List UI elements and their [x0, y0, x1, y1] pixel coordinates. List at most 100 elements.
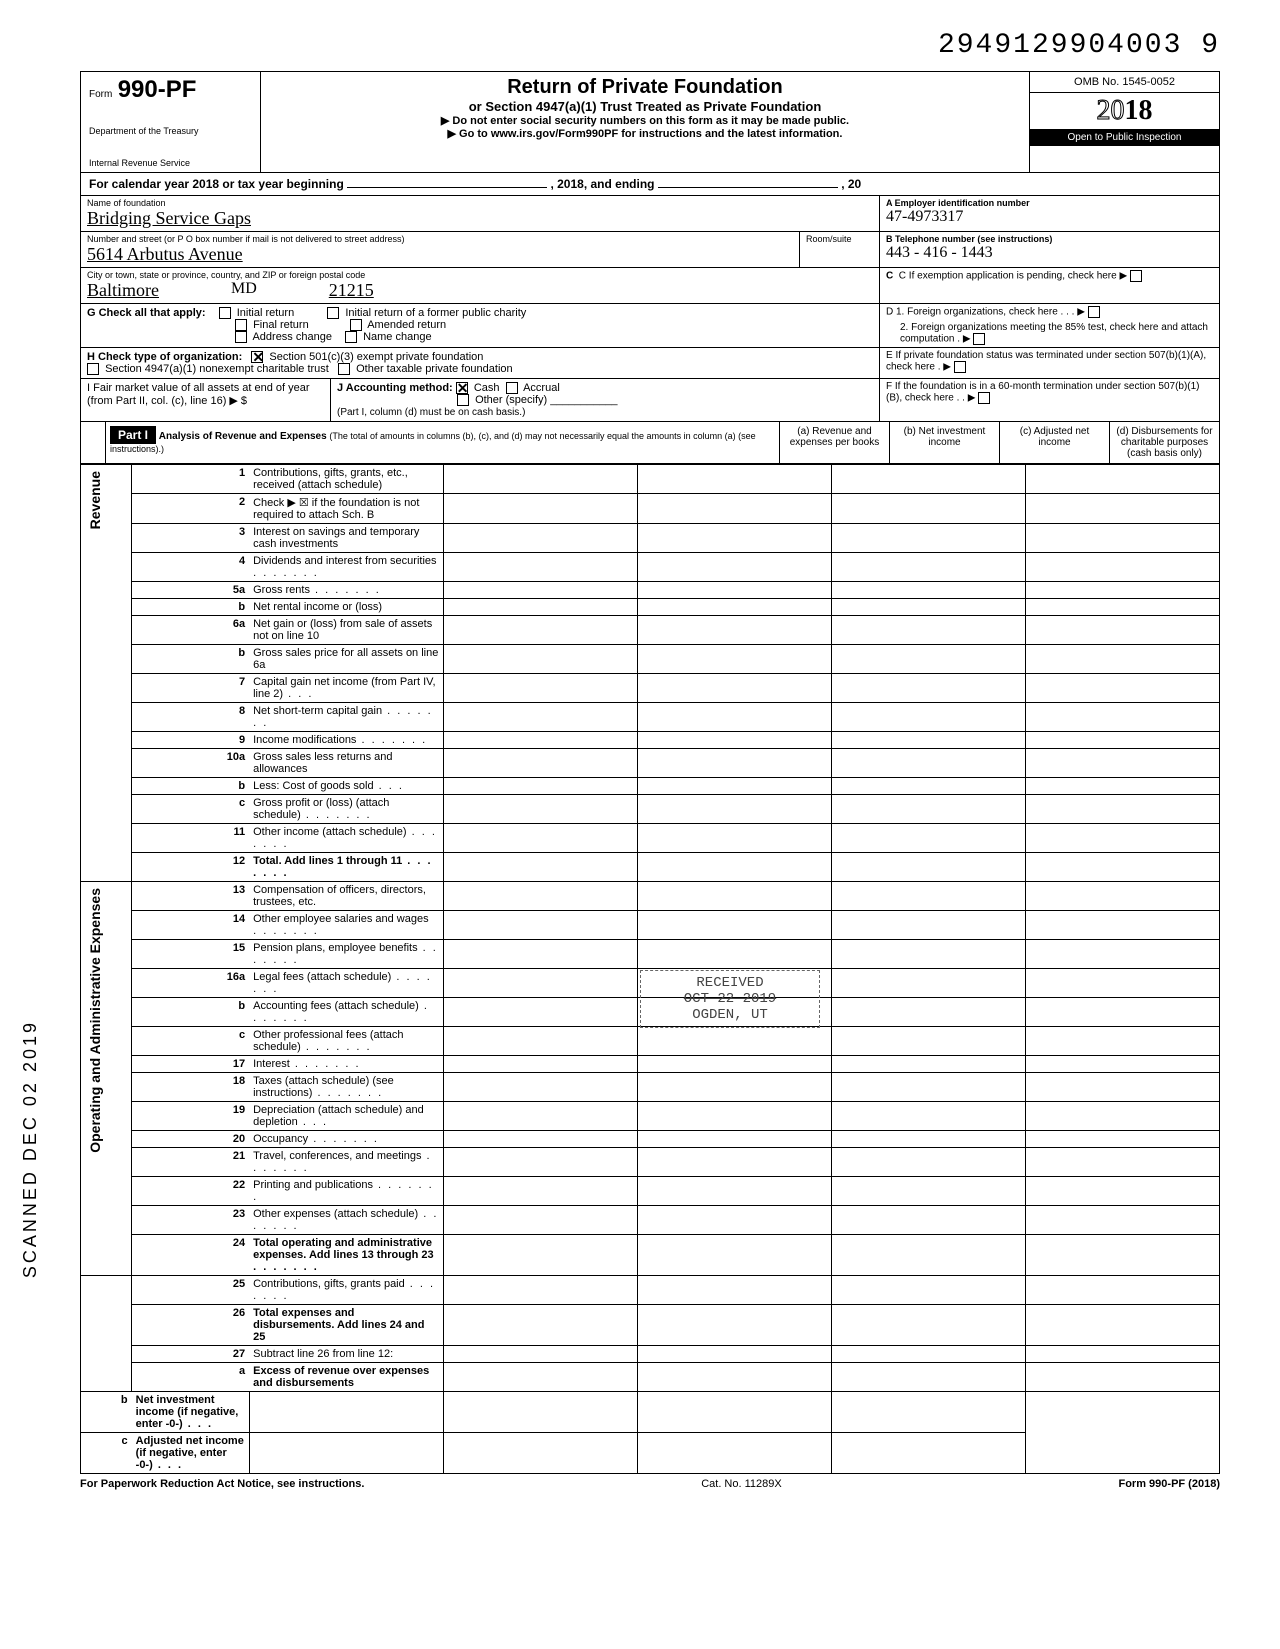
f-checkbox[interactable]: [978, 392, 990, 404]
part1-label: Part I: [110, 426, 156, 444]
calendar-year-line: For calendar year 2018 or tax year begin…: [81, 173, 1219, 195]
section-j: J Accounting method: Cash Accrual Other …: [331, 379, 879, 421]
table-row: bLess: Cost of goods sold: [81, 778, 1220, 795]
form-subtitle-1: or Section 4947(a)(1) Trust Treated as P…: [269, 99, 1021, 114]
h-other-checkbox[interactable]: [338, 363, 350, 375]
table-row: bGross sales price for all assets on lin…: [81, 645, 1220, 674]
table-row: 27Subtract line 26 from line 12:: [81, 1346, 1220, 1363]
page-footer: For Paperwork Reduction Act Notice, see …: [80, 1474, 1220, 1490]
table-row: 2Check ▶ ☒ if the foundation is not requ…: [81, 494, 1220, 524]
form-subtitle-2: ▶ Do not enter social security numbers o…: [269, 114, 1021, 127]
omb-number: OMB No. 1545-0052: [1030, 72, 1219, 93]
table-row: Revenue1Contributions, gifts, grants, et…: [81, 465, 1220, 494]
d1-checkbox[interactable]: [1088, 306, 1100, 318]
revenue-label: Revenue: [85, 467, 105, 533]
g-initial-former[interactable]: [327, 307, 339, 319]
table-row: 18Taxes (attach schedule) (see instructi…: [81, 1073, 1220, 1102]
table-row: 4Dividends and interest from securities: [81, 553, 1220, 582]
h-501c3-checkbox[interactable]: [251, 351, 263, 363]
table-row: Operating and Administrative Expenses13C…: [81, 882, 1220, 911]
public-inspection-label: Open to Public Inspection: [1030, 129, 1219, 146]
table-row: 21Travel, conferences, and meetings: [81, 1148, 1220, 1177]
table-row: 10aGross sales less returns and allowanc…: [81, 749, 1220, 778]
section-g: G Check all that apply: Initial return I…: [81, 304, 879, 347]
received-stamp: RECEIVED OCT 22 2019 OGDEN, UT: [640, 970, 820, 1028]
table-row: 9Income modifications: [81, 732, 1220, 749]
table-row: 3Interest on savings and temporary cash …: [81, 524, 1220, 553]
table-row: 25Contributions, gifts, grants paid: [81, 1276, 1220, 1305]
table-row: 24Total operating and administrative exp…: [81, 1235, 1220, 1276]
table-row: bNet investment income (if negative, ent…: [81, 1392, 1220, 1433]
phone-value: 443 - 416 - 1443: [880, 244, 1219, 264]
table-row: 17Interest: [81, 1056, 1220, 1073]
g-final-return[interactable]: [235, 319, 247, 331]
table-row: 11Other income (attach schedule): [81, 824, 1220, 853]
section-f: F If the foundation is in a 60-month ter…: [879, 379, 1219, 421]
col-b-header: (b) Net investment income: [889, 422, 999, 463]
section-c-label: C C If exemption application is pending,…: [880, 268, 1219, 284]
table-row: 8Net short-term capital gain: [81, 703, 1220, 732]
j-accrual-checkbox[interactable]: [506, 382, 518, 394]
ein-label: A Employer identification number: [880, 196, 1219, 208]
form-title: Return of Private Foundation: [269, 76, 1021, 99]
table-row: bNet rental income or (loss): [81, 599, 1220, 616]
table-row: 14Other employee salaries and wages: [81, 911, 1220, 940]
g-name-change[interactable]: [345, 331, 357, 343]
tax-year: 2018: [1030, 93, 1219, 129]
table-row: 26Total expenses and disbursements. Add …: [81, 1305, 1220, 1346]
room-label: Room/suite: [800, 232, 879, 244]
table-row: 23Other expenses (attach schedule): [81, 1206, 1220, 1235]
foundation-name: Bridging Service Gaps: [81, 208, 879, 231]
part1-header-row: Part I Analysis of Revenue and Expenses …: [80, 422, 1220, 464]
ein-value: 47-4973317: [880, 208, 1219, 228]
dept-irs: Internal Revenue Service: [89, 158, 252, 168]
section-c-checkbox[interactable]: [1130, 270, 1142, 282]
j-other-checkbox[interactable]: [457, 394, 469, 406]
form-subtitle-3: ▶ Go to www.irs.gov/Form990PF for instru…: [269, 127, 1021, 140]
e-checkbox[interactable]: [954, 361, 966, 373]
city-label: City or town, state or province, country…: [81, 268, 879, 280]
col-a-header: (a) Revenue and expenses per books: [779, 422, 889, 463]
part1-table: Revenue1Contributions, gifts, grants, et…: [80, 464, 1220, 1474]
g-amended-return[interactable]: [350, 319, 362, 331]
table-row: 19Depreciation (attach schedule) and dep…: [81, 1102, 1220, 1131]
footer-cat-no: Cat. No. 11289X: [701, 1478, 782, 1490]
footer-left: For Paperwork Reduction Act Notice, see …: [80, 1478, 364, 1490]
table-row: aExcess of revenue over expenses and dis…: [81, 1363, 1220, 1392]
table-row: 7Capital gain net income (from Part IV, …: [81, 674, 1220, 703]
table-row: cGross profit or (loss) (attach schedule…: [81, 795, 1220, 824]
section-i: I Fair market value of all assets at end…: [81, 379, 331, 421]
g-address-change[interactable]: [235, 331, 247, 343]
expenses-label: Operating and Administrative Expenses: [85, 884, 105, 1157]
document-id-number: 2949129904003 9: [80, 30, 1220, 61]
table-row: cOther professional fees (attach schedul…: [81, 1027, 1220, 1056]
table-row: 20Occupancy: [81, 1131, 1220, 1148]
section-d: D 1. Foreign organizations, check here .…: [879, 304, 1219, 347]
table-row: 5aGross rents: [81, 582, 1220, 599]
form-number: 990-PF: [118, 76, 197, 103]
footer-form-ref: Form 990-PF (2018): [1118, 1478, 1220, 1490]
d2-checkbox[interactable]: [973, 333, 985, 345]
phone-label: B Telephone number (see instructions): [880, 232, 1219, 244]
table-row: 22Printing and publications: [81, 1177, 1220, 1206]
section-h: H Check type of organization: Section 50…: [81, 348, 879, 378]
section-e: E If private foundation status was termi…: [879, 348, 1219, 378]
table-row: 15Pension plans, employee benefits: [81, 940, 1220, 969]
zip-value: 21215: [323, 280, 380, 303]
h-4947-checkbox[interactable]: [87, 363, 99, 375]
col-d-header: (d) Disbursements for charitable purpose…: [1109, 422, 1219, 463]
table-row: 12Total. Add lines 1 through 11: [81, 853, 1220, 882]
j-cash-checkbox[interactable]: [456, 382, 468, 394]
name-label: Name of foundation: [81, 196, 879, 208]
state-value: MD: [225, 280, 263, 303]
address-label: Number and street (or P O box number if …: [81, 232, 799, 244]
address-value: 5614 Arbutus Avenue: [81, 244, 799, 267]
col-c-header: (c) Adjusted net income: [999, 422, 1109, 463]
table-row: cAdjusted net income (if negative, enter…: [81, 1433, 1220, 1474]
g-initial-return[interactable]: [219, 307, 231, 319]
city-value: Baltimore: [81, 280, 165, 303]
dept-treasury: Department of the Treasury: [89, 126, 252, 136]
form-prefix: Form: [89, 89, 112, 100]
form-header: Form 990-PF Department of the Treasury I…: [80, 71, 1220, 173]
scanned-stamp: SCANNED DEC 02 2019: [20, 1020, 41, 1278]
